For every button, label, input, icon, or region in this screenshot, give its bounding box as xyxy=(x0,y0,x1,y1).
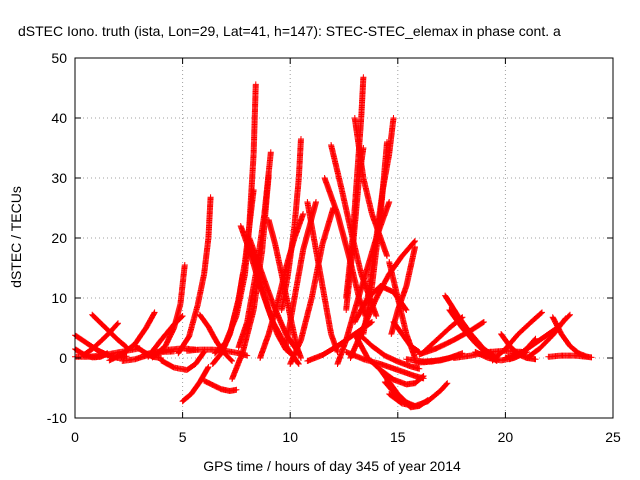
series-markers xyxy=(149,262,188,361)
x-tick-label: 25 xyxy=(605,429,621,445)
data-series xyxy=(175,194,214,357)
data-series xyxy=(356,331,423,372)
data-series xyxy=(390,319,423,355)
data-series xyxy=(201,377,240,394)
series-markers xyxy=(106,309,158,364)
y-tick-labels: -10 0 10 20 30 40 50 xyxy=(47,50,67,426)
series-markers xyxy=(179,364,212,405)
data-points xyxy=(72,74,595,411)
data-series xyxy=(149,262,188,361)
data-series xyxy=(106,309,158,364)
y-tick-label: 0 xyxy=(59,350,67,366)
data-series xyxy=(386,380,451,409)
data-series xyxy=(278,136,304,313)
data-series xyxy=(89,311,130,351)
x-tick-label: 15 xyxy=(390,429,406,445)
x-tick-label: 10 xyxy=(282,429,298,445)
series-markers xyxy=(390,319,423,355)
data-series xyxy=(351,331,427,388)
y-tick-label: 30 xyxy=(51,170,67,186)
y-tick-label: 50 xyxy=(51,50,67,66)
chart-title: dSTEC Iono. truth (ista, Lon=29, Lat=41,… xyxy=(18,23,561,39)
series-markers xyxy=(175,194,214,357)
y-tick-label: -10 xyxy=(47,410,67,426)
series-markers xyxy=(304,199,341,355)
x-tick-label: 20 xyxy=(498,429,514,445)
y-tick-label: 20 xyxy=(51,230,67,246)
series-markers xyxy=(89,311,130,351)
x-axis-label: GPS time / hours of day 345 of year 2014 xyxy=(203,458,461,474)
y-tick-label: 10 xyxy=(51,290,67,306)
series-markers xyxy=(545,352,595,361)
series-markers xyxy=(351,331,427,388)
series-markers xyxy=(356,331,423,372)
series-markers xyxy=(158,349,208,373)
data-series xyxy=(545,352,595,361)
x-tick-labels: 0 5 10 15 20 25 xyxy=(71,429,621,445)
series-markers xyxy=(201,377,240,394)
x-tick-label: 5 xyxy=(179,429,187,445)
x-tick-label: 0 xyxy=(71,429,79,445)
y-tick-label: 40 xyxy=(51,110,67,126)
series-markers xyxy=(278,136,304,313)
data-series xyxy=(179,364,212,405)
data-series xyxy=(158,349,208,373)
series-markers xyxy=(386,380,451,409)
y-axis-label: dSTEC / TECUs xyxy=(8,186,24,288)
data-series xyxy=(304,199,341,355)
axis-ticks xyxy=(74,57,614,419)
